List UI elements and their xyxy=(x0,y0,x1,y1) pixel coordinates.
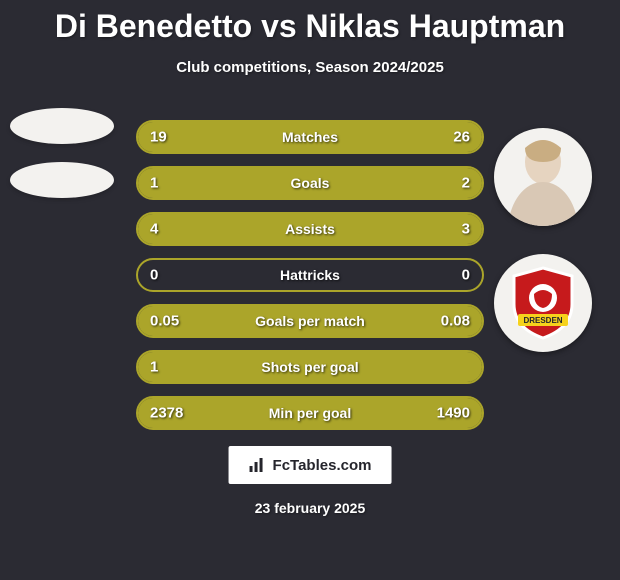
stat-value-left: 1 xyxy=(150,359,158,376)
bar-fill-right xyxy=(252,168,482,198)
stat-name: Shots per goal xyxy=(261,359,358,375)
stat-value-left: 0 xyxy=(150,267,158,284)
stat-value-right: 0 xyxy=(462,267,470,284)
stat-name: Min per goal xyxy=(269,405,351,421)
stats-bars: 19 Matches 26 1 Goals 2 4 Assists 3 0 Hattricks 0 0.… xyxy=(136,120,484,442)
bars-chart-icon xyxy=(249,456,267,474)
stat-name: Hattricks xyxy=(280,267,340,283)
stat-row-goals: 1 Goals 2 xyxy=(136,166,484,200)
page-subtitle: Club competitions, Season 2024/2025 xyxy=(0,59,620,76)
stat-row-shots-per-goal: 1 Shots per goal xyxy=(136,350,484,384)
stat-value-left: 0.05 xyxy=(150,313,179,330)
left-player-avatars xyxy=(10,108,114,198)
stat-row-hattricks: 0 Hattricks 0 xyxy=(136,258,484,292)
person-silhouette-icon xyxy=(494,128,592,226)
right-player-photo xyxy=(494,128,592,226)
bar-fill-right xyxy=(334,214,482,244)
stat-name: Matches xyxy=(282,129,338,145)
stat-value-right: 1490 xyxy=(437,405,470,422)
stat-row-matches: 19 Matches 26 xyxy=(136,120,484,154)
stat-row-min-per-goal: 2378 Min per goal 1490 xyxy=(136,396,484,430)
stat-name: Assists xyxy=(285,221,335,237)
footer-brand-text: FcTables.com xyxy=(273,457,372,474)
stat-value-left: 2378 xyxy=(150,405,183,422)
stat-value-right: 26 xyxy=(453,129,470,146)
stat-value-right: 0.08 xyxy=(441,313,470,330)
club-banner-text: DRESDEN xyxy=(523,316,562,325)
left-player-photo-placeholder xyxy=(10,108,114,144)
footer-brand: FcTables.com xyxy=(229,446,392,484)
stat-name: Goals xyxy=(291,175,330,191)
dynamo-dresden-shield-icon: DRESDEN xyxy=(504,264,582,342)
stat-name: Goals per match xyxy=(255,313,365,329)
stat-value-right: 3 xyxy=(462,221,470,238)
stat-value-left: 1 xyxy=(150,175,158,192)
stat-value-left: 19 xyxy=(150,129,167,146)
stat-row-assists: 4 Assists 3 xyxy=(136,212,484,246)
stat-value-right: 2 xyxy=(462,175,470,192)
page-title: Di Benedetto vs Niklas Hauptman xyxy=(0,0,620,45)
footer-date: 23 february 2025 xyxy=(255,500,366,516)
right-club-logo: DRESDEN xyxy=(494,254,592,352)
stat-value-left: 4 xyxy=(150,221,158,238)
stat-row-goals-per-match: 0.05 Goals per match 0.08 xyxy=(136,304,484,338)
right-player-avatars: DRESDEN xyxy=(494,128,592,352)
left-club-logo-placeholder xyxy=(10,162,114,198)
